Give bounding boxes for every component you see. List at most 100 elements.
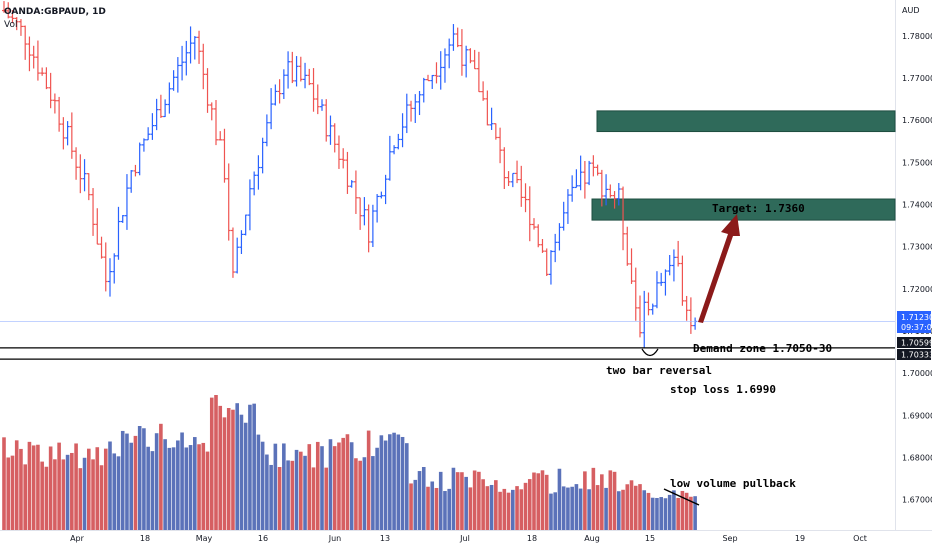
volume-bar	[205, 451, 210, 530]
volume-bar	[277, 467, 282, 530]
y-tick-label: 1.75000	[902, 158, 932, 167]
x-tick-label: Aug	[584, 534, 600, 543]
volume-bar	[108, 441, 112, 530]
volume-bar	[519, 489, 524, 530]
volume-bar	[455, 472, 460, 530]
volume-bar	[515, 486, 519, 530]
volume-bar	[120, 430, 125, 530]
volume-bar	[27, 441, 32, 530]
volume-bar	[260, 441, 265, 530]
volume-bar	[286, 460, 290, 530]
volume-bar	[413, 479, 418, 530]
volume-bar	[451, 467, 456, 530]
volume-bar	[405, 443, 409, 530]
volume-bar	[689, 496, 693, 530]
volume-bar	[82, 457, 87, 530]
volume-bar	[154, 433, 159, 530]
volume-bar	[222, 417, 227, 530]
volume-bar	[180, 432, 184, 530]
volume-bar	[61, 459, 66, 530]
volume-bar	[684, 492, 689, 530]
volume-bar	[163, 439, 167, 530]
x-tick-label: Sep	[722, 534, 737, 543]
volume-bar	[273, 443, 278, 530]
volume-bar	[53, 459, 57, 530]
volume-bar	[498, 491, 502, 530]
volume-bar	[70, 452, 74, 530]
volume-bar	[383, 440, 388, 530]
volume-bar	[265, 454, 269, 530]
y-tick-label: 1.69000	[902, 411, 932, 420]
volume-bar	[188, 445, 193, 530]
volume-bar	[112, 453, 117, 530]
volume-bar	[167, 447, 172, 530]
volume-bar	[176, 440, 180, 530]
volume-bar	[133, 435, 138, 530]
volume-bar	[129, 442, 133, 530]
volume-bar	[506, 492, 511, 530]
volume-bar	[146, 446, 150, 530]
volume-bar	[511, 489, 515, 530]
volume-bar	[489, 484, 494, 530]
target-arrow	[698, 214, 740, 323]
volume-bar	[103, 448, 108, 530]
volume-bar	[400, 436, 405, 530]
volume-bar	[544, 474, 549, 530]
volume-bar	[201, 442, 206, 530]
volume-bar	[290, 460, 295, 530]
volume-bar	[337, 442, 341, 530]
volume-bar	[659, 497, 663, 530]
volume-bar	[125, 433, 129, 530]
volume-bar	[362, 457, 367, 530]
volume-bar	[523, 482, 528, 530]
volume-bar	[595, 485, 600, 530]
volume-bar	[468, 487, 473, 530]
volume-bar	[239, 414, 244, 530]
volume-bar	[375, 447, 379, 530]
volume-bar	[184, 447, 189, 530]
volume-bar	[231, 409, 235, 530]
volume-bar	[570, 486, 574, 530]
volume-bar	[78, 468, 83, 530]
volume-bar	[31, 445, 36, 530]
volume-bar	[91, 459, 95, 530]
reversal-bracket	[641, 348, 659, 357]
volume-bar	[421, 467, 426, 530]
svg-text:1.71230: 1.71230	[901, 313, 932, 322]
volume-bar	[672, 490, 676, 530]
volume-bar	[10, 455, 15, 530]
volume-bar	[252, 403, 256, 530]
volume-bar	[137, 426, 142, 530]
y-tick-label: 1.67000	[902, 496, 932, 505]
volume-indicator-label: Vol	[4, 20, 18, 30]
volume-bar	[44, 466, 49, 530]
volume-bar	[256, 434, 261, 530]
volume-bar	[485, 486, 490, 530]
volume-bar	[409, 483, 413, 530]
price-tag-demand-upper: 1.70599	[897, 337, 932, 348]
volume-bar	[460, 472, 464, 530]
volume-bar	[87, 448, 91, 530]
volume-bar	[481, 479, 485, 530]
volume-bar	[629, 480, 634, 530]
volume-bar	[655, 497, 659, 530]
x-tick-label: May	[196, 534, 213, 543]
volume-bar	[40, 461, 44, 530]
y-tick-label: 1.76000	[902, 116, 932, 125]
volume-bar	[150, 451, 155, 530]
price-tag-demand-lower: 1.70333	[897, 349, 932, 360]
volume-bar	[680, 490, 685, 530]
volume-bar	[341, 437, 345, 530]
volume-bar	[557, 468, 562, 530]
y-tick-label: 1.70000	[902, 369, 932, 378]
symbol-title: OANDA:GBPAUD, 1D	[4, 7, 106, 17]
volume-bar	[294, 449, 299, 530]
volume-bar	[561, 486, 566, 530]
two-bar-reversal-label: two bar reversal	[606, 364, 712, 377]
x-tick-label: 13	[380, 534, 390, 543]
volume-bar	[527, 479, 532, 530]
volume-bar	[36, 444, 40, 530]
volume-bar	[193, 437, 197, 530]
volume-bar	[447, 488, 451, 530]
